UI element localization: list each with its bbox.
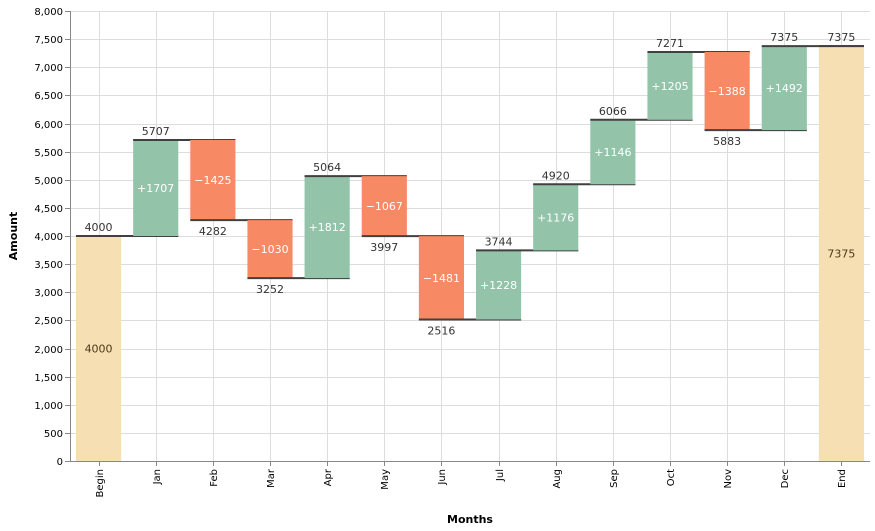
bar-oct (647, 52, 693, 120)
bar-end-label: 2516 (427, 324, 455, 337)
bar-end-label: 5707 (142, 125, 170, 138)
x-tick-label: Jul (495, 469, 506, 482)
bar-end-label: 3744 (485, 235, 513, 248)
x-tick-label: Jun (437, 469, 448, 486)
x-tick-label: Nov (723, 469, 734, 489)
bar-inner-label: +1205 (651, 80, 688, 93)
bar-end-label: 6066 (599, 105, 627, 118)
bar-dec (761, 46, 807, 131)
bar-begin (76, 236, 122, 461)
x-tick-label: May (380, 469, 391, 490)
bar-inner-label: −1030 (251, 243, 288, 256)
axes: 0 500 1,000 1,500 2,000 2,500 3,000 3,500 4,000 4… (34, 7, 870, 497)
y-tick-label: 7,500 (34, 35, 63, 46)
bar-inner-label: +1228 (480, 279, 517, 292)
y-tick-label: 2,500 (34, 316, 63, 327)
x-tick-label: Apr (323, 468, 334, 486)
y-tick-label: 8,000 (34, 7, 63, 18)
y-tick-label: 4,000 (34, 232, 63, 243)
y-tick-label: 7,000 (34, 63, 63, 74)
y-tick-label: 6,500 (34, 91, 63, 102)
bar-jul (476, 250, 522, 320)
y-tick-label: 3,000 (34, 288, 63, 299)
x-tick-label: Aug (552, 469, 563, 489)
bar-inner-label: −1067 (366, 200, 403, 213)
y-axis-title: Amount (7, 212, 20, 260)
gridlines (70, 11, 870, 462)
x-tick-label: Jan (152, 469, 163, 485)
y-tick-label: 4,500 (34, 204, 63, 215)
bar-end-label: 7271 (656, 37, 684, 50)
bar-mar (247, 220, 293, 279)
bar-aug (533, 184, 579, 251)
bar-end-label: 7375 (827, 31, 855, 44)
x-tick-label: Sep (609, 469, 620, 488)
bar-end-label: 4920 (542, 169, 570, 182)
x-tick-label: Feb (209, 469, 220, 487)
x-tick-label: Oct (666, 469, 677, 486)
bar-inner-label: +1146 (594, 146, 631, 159)
bar-inner-label: −1388 (709, 85, 746, 98)
bar-feb (190, 139, 236, 221)
bar-inner-label: +1812 (309, 221, 346, 234)
bar-end (818, 46, 864, 461)
y-tick-label: 5,000 (34, 176, 63, 187)
bar-nov (704, 52, 750, 131)
bar-end-label: 3997 (370, 241, 398, 254)
x-axis-title: Months (447, 513, 493, 526)
bar-end-label: 7375 (770, 31, 798, 44)
bars: 4000 4000 +1707 5707 −1425 4282 −1030 3252 +1812… (76, 31, 864, 461)
bar-inner-label: +1176 (537, 211, 574, 224)
bar-inner-label: +1492 (766, 82, 803, 95)
bar-end-label: 5883 (713, 135, 741, 148)
x-tick-label: Mar (266, 468, 277, 488)
bar-end-label: 3252 (256, 283, 284, 296)
x-tick-label: Begin (95, 469, 106, 497)
bar-inner-label: −1425 (194, 174, 231, 187)
y-tick-label: 500 (44, 429, 63, 440)
y-tick-label: 3,500 (34, 260, 63, 271)
bar-jan (133, 139, 179, 236)
bar-inner-label: −1481 (423, 272, 460, 285)
bar-end-label: 5064 (313, 161, 341, 174)
x-tick-label: Dec (780, 469, 791, 488)
bar-end-label: 4000 (85, 221, 113, 234)
y-tick-label: 1,500 (34, 373, 63, 384)
y-tick-label: 5,500 (34, 148, 63, 159)
bar-inner-label: +1707 (137, 182, 174, 195)
bar-sep (590, 119, 636, 185)
y-tick-label: 1,000 (34, 401, 63, 412)
bar-may (361, 176, 407, 237)
y-tick-label: 2,000 (34, 345, 63, 356)
y-tick-label: 0 (57, 457, 63, 468)
bar-inner-label: 4000 (85, 343, 113, 356)
bar-apr (304, 176, 350, 279)
bar-jun (418, 236, 464, 320)
bar-end-label: 4282 (199, 225, 227, 238)
y-tick-label: 6,000 (34, 120, 63, 131)
x-tick-label: End (837, 469, 848, 488)
bar-inner-label: 7375 (827, 248, 855, 261)
